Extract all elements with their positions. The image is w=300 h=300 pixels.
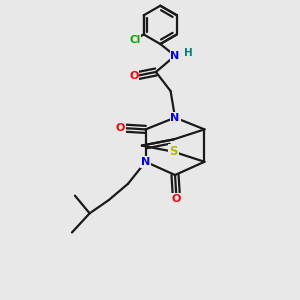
Text: O: O xyxy=(172,194,181,204)
Text: S: S xyxy=(169,145,178,158)
Text: O: O xyxy=(129,71,139,81)
Text: N: N xyxy=(170,112,180,123)
Text: N: N xyxy=(170,51,180,61)
Text: Cl: Cl xyxy=(129,34,140,45)
Text: N: N xyxy=(141,157,150,167)
Text: H: H xyxy=(184,48,193,59)
Text: O: O xyxy=(116,123,125,133)
